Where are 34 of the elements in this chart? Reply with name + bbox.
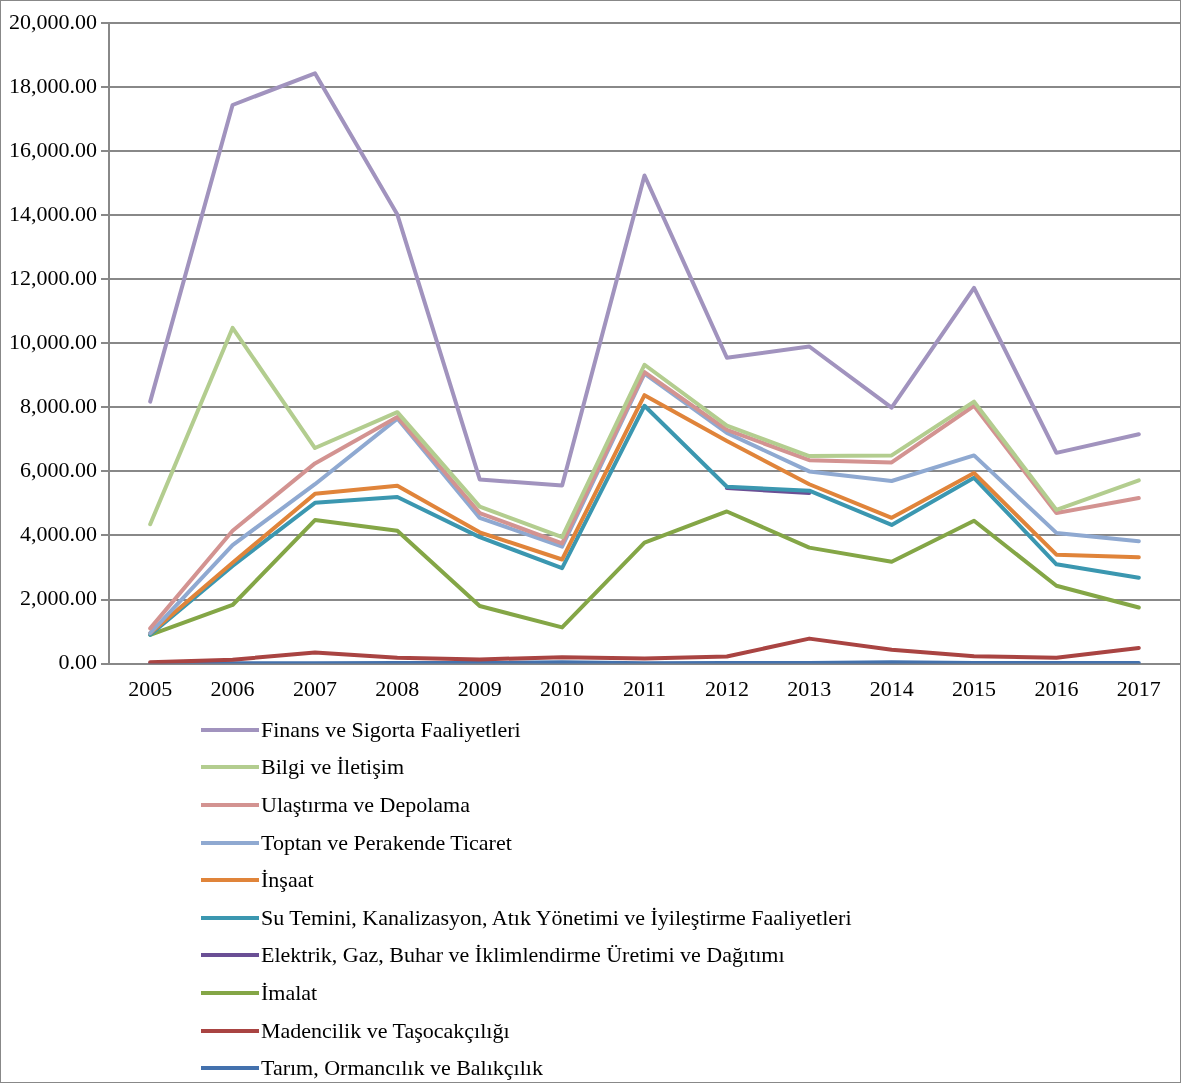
- y-tick-label: 16,000.00: [9, 136, 97, 162]
- x-tick-label: 2016: [1034, 675, 1079, 701]
- x-tick-label: 2007: [292, 675, 337, 701]
- x-tick-label: 2015: [952, 675, 997, 701]
- x-tick-label: 2005: [128, 675, 173, 701]
- legend-label: İmalat: [261, 979, 318, 1006]
- y-tick-label: 18,000.00: [9, 72, 97, 98]
- y-tick-label: 10,000.00: [9, 329, 97, 355]
- y-tick-label: 12,000.00: [9, 265, 97, 291]
- x-tick-label: 2009: [457, 675, 502, 701]
- legend-label: Tarım, Ormancılık ve Balıkçılık: [261, 1055, 543, 1082]
- x-tick-label: 2011: [622, 675, 667, 701]
- x-tick-label: 2006: [210, 675, 255, 701]
- x-tick-label: 2010: [540, 675, 585, 701]
- legend-label: Elektrik, Gaz, Buhar ve İklimlendirme Üretimi ve Dağıtımı: [261, 942, 785, 969]
- legend-label: Madencilik ve Taşocakçılığı: [261, 1017, 510, 1044]
- x-tick-label: 2017: [1116, 675, 1161, 701]
- y-tick-label: 8,000.00: [20, 393, 97, 419]
- legend-label: Finans ve Sigorta Faaliyetleri: [261, 716, 521, 743]
- y-tick-label: 6,000.00: [20, 457, 97, 483]
- y-tick-label: 20,000.00: [9, 8, 97, 34]
- y-tick-label: 2,000.00: [20, 585, 97, 611]
- legend-label: İnşaat: [261, 867, 314, 894]
- legend-label: Bilgi ve İletişim: [261, 754, 404, 781]
- x-tick-label: 2014: [869, 675, 914, 701]
- legend-label: Ulaştırma ve Depolama: [261, 791, 470, 818]
- legend-label: Toptan ve Perakende Ticaret: [261, 829, 512, 856]
- y-tick-label: 14,000.00: [9, 200, 97, 226]
- y-tick-label: 4,000.00: [20, 521, 97, 547]
- legend-label: Su Temini, Kanalizasyon, Atık Yönetimi ve İyileştirme Faaliyetleri: [261, 904, 852, 931]
- x-tick-label: 2012: [704, 675, 749, 701]
- x-tick-label: 2008: [375, 675, 420, 701]
- y-tick-label: 0.00: [58, 649, 97, 675]
- x-tick-label: 2013: [787, 675, 832, 701]
